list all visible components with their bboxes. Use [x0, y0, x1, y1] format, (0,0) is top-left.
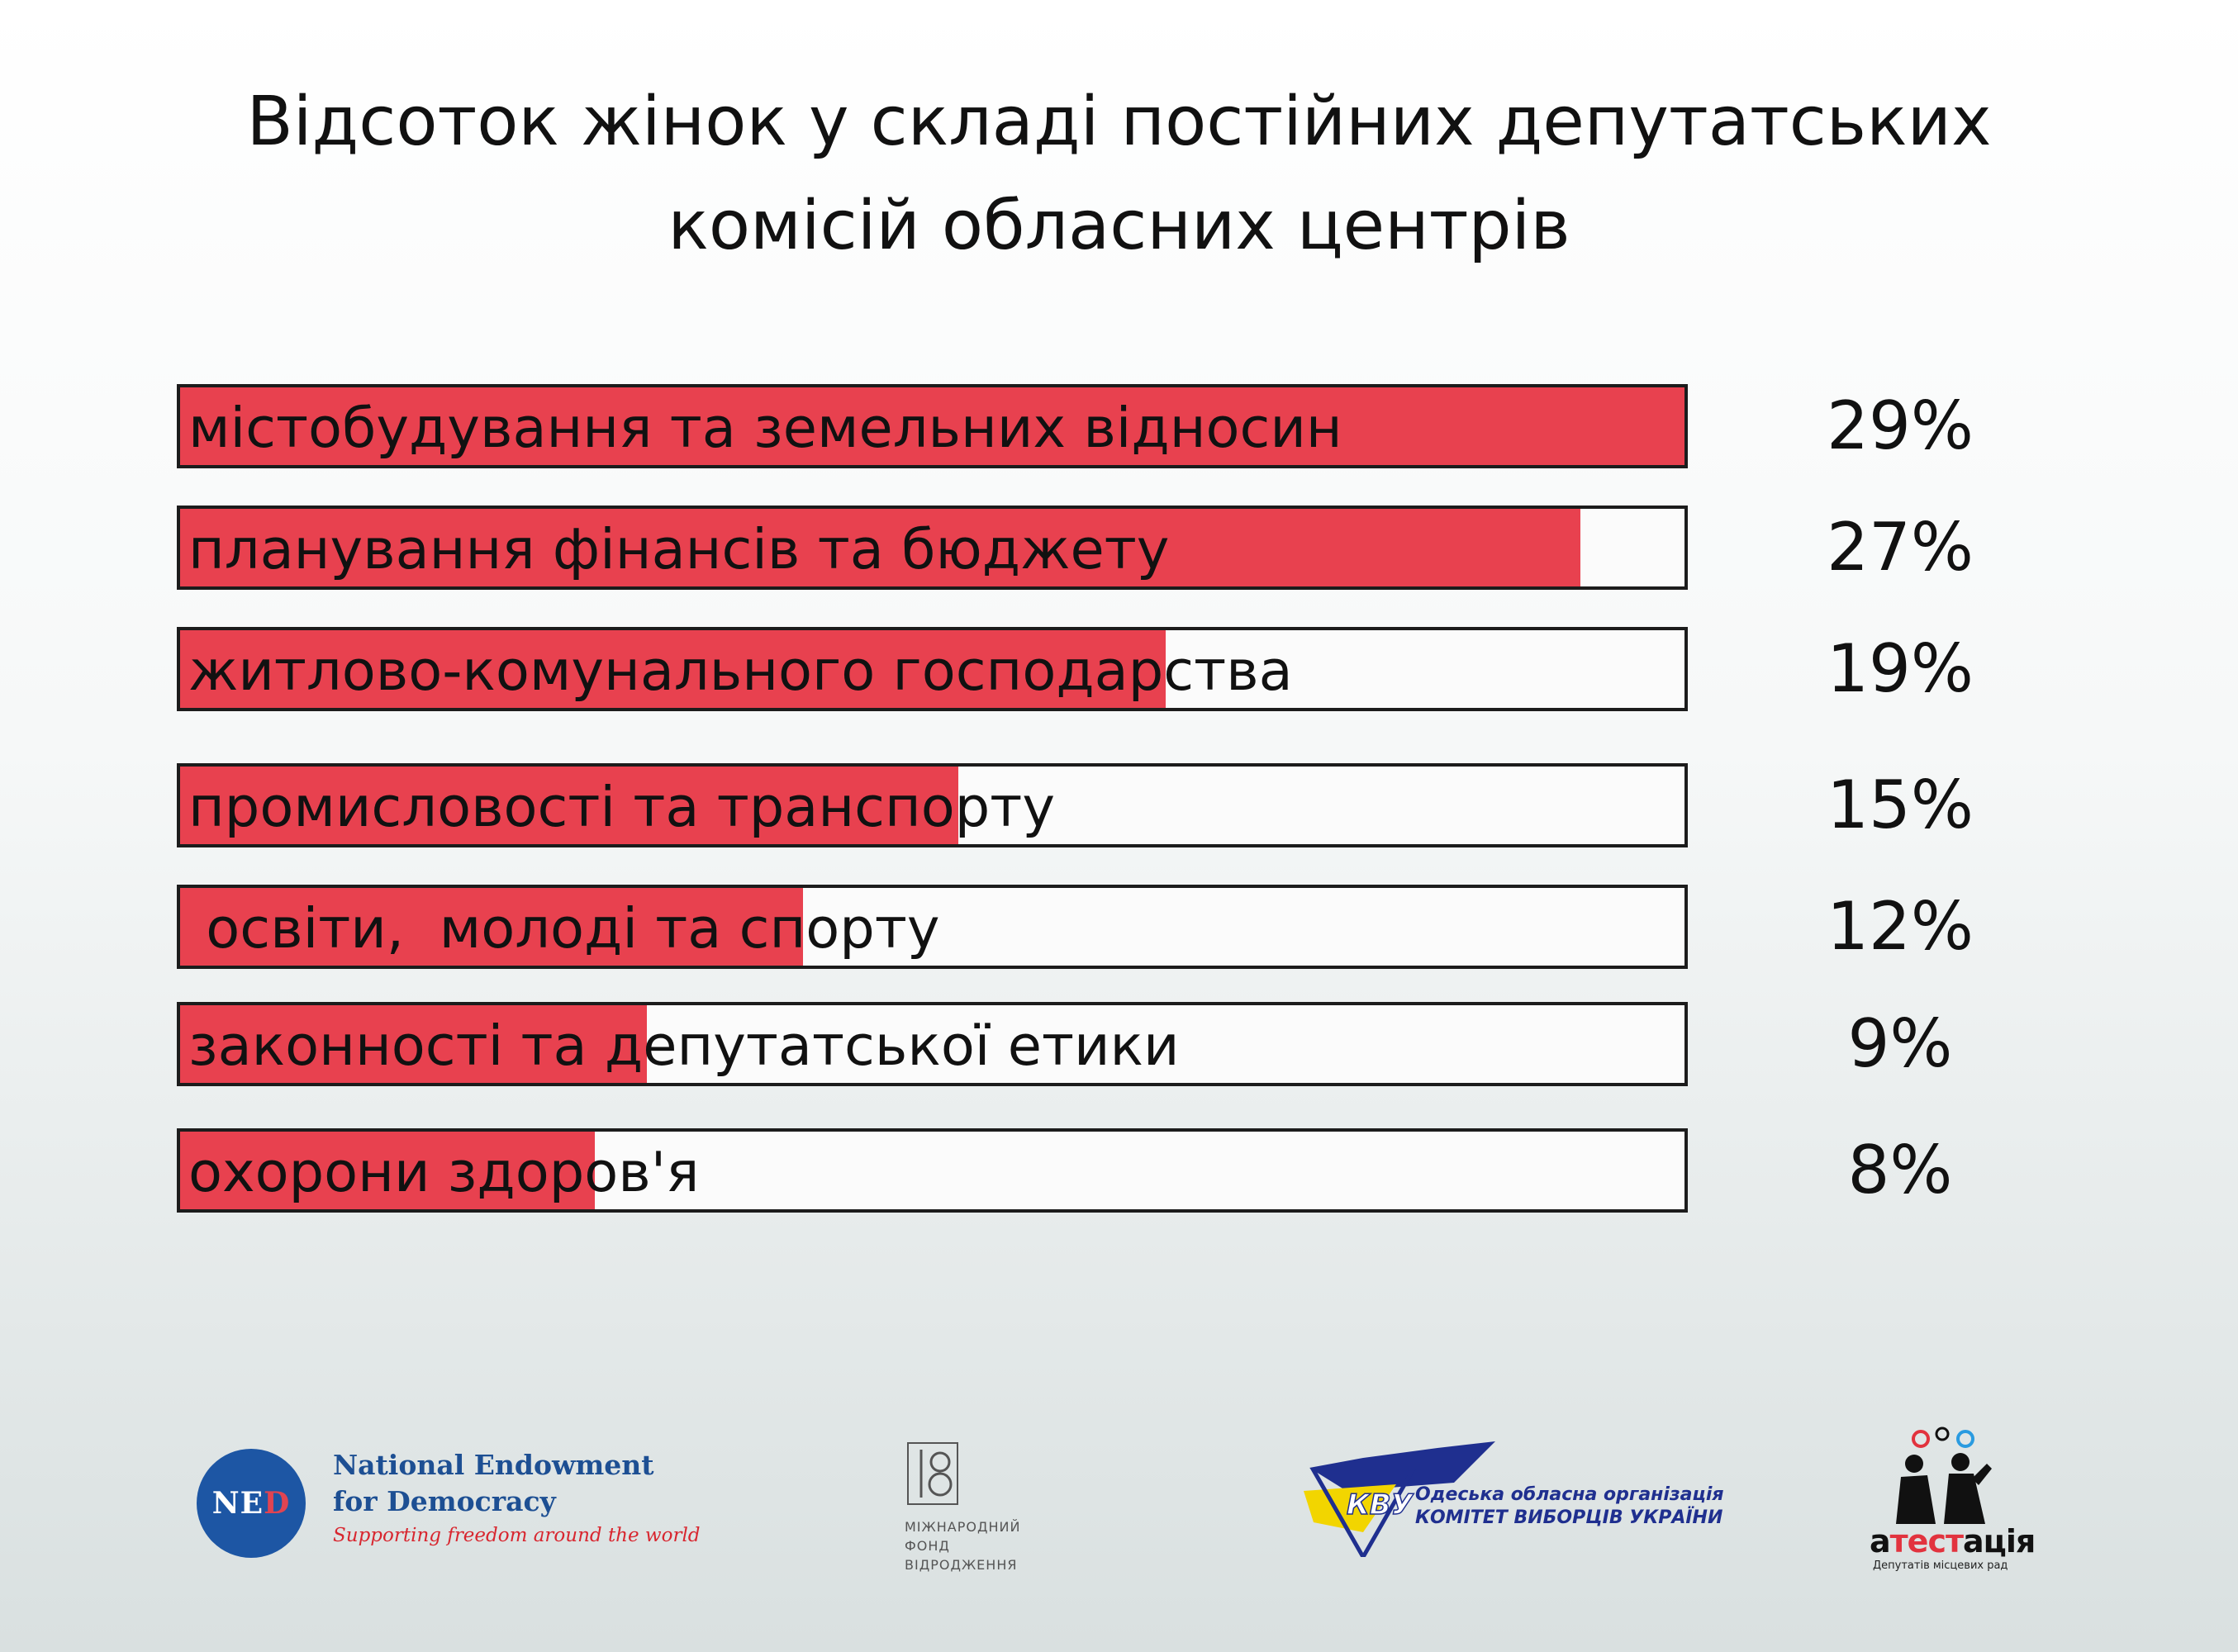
bar-track: законності та депутатської етики [177, 1002, 1688, 1086]
bar-track: освіти, молоді та спорту [177, 885, 1688, 969]
attestation-figures-icon [1896, 1427, 1992, 1524]
bar-track: планування фінансів та бюджету [177, 506, 1688, 590]
bar-row: охорони здоров'я [177, 1128, 1688, 1213]
attestation-name: атестація [1870, 1523, 2036, 1559]
ned-abbr-accent: D [264, 1486, 291, 1521]
bar-value-label: 9% [1847, 1005, 1953, 1082]
irf-mark-icon [907, 1442, 958, 1505]
cvu-line-2: КОМІТЕТ ВИБОРЦІВ УКРАЇНИ [1415, 1507, 1723, 1528]
bar-value-label: 27% [1827, 509, 1974, 586]
bar-row: промисловості та транспорту [177, 763, 1688, 847]
ned-name: National Endowment for Democracy [333, 1447, 654, 1520]
chart-title-line-1: Відсоток жінок у складі постійних депута… [246, 83, 1992, 161]
bar-value-label: 29% [1827, 387, 1974, 464]
bar-track: охорони здоров'я [177, 1128, 1688, 1213]
irf-text: МІЖНАРОДНИЙ ФОНД ВІДРОДЖЕННЯ [905, 1517, 1020, 1574]
bar-category-label: освіти, молоді та спорту [188, 896, 940, 961]
bar-category-label: законності та депутатської етики [188, 1014, 1180, 1078]
bar [180, 509, 1580, 586]
bar-row: законності та депутатської етики [177, 1002, 1688, 1086]
bar-row: освіти, молоді та спорту [177, 885, 1688, 969]
ned-tagline: Supporting freedom around the world [333, 1525, 701, 1546]
ned-name-line-2: for Democracy [333, 1485, 556, 1517]
ned-emblem: NED [197, 1449, 306, 1558]
ned-name-line-1: National Endowment [333, 1449, 654, 1481]
bar-value-label: 15% [1827, 767, 1974, 843]
bar [180, 767, 958, 844]
bar-value-label: 12% [1827, 888, 1974, 965]
irf-text-line-1: МІЖНАРОДНИЙ [905, 1519, 1021, 1535]
ned-logo: NED National Endowment for Democracy Sup… [197, 1446, 701, 1561]
bar [180, 1132, 595, 1209]
bar-category-label: містобудування та земельних відносин [188, 396, 1342, 460]
ned-abbr-main: NE [211, 1486, 264, 1521]
cvu-emblem-text: КВУ [1347, 1488, 1414, 1521]
chart-title-line-2: комісій обласних центрів [668, 187, 1570, 265]
cvu-line-1: Одеська обласна організація [1415, 1484, 1724, 1505]
bar-row: планування фінансів та бюджету [177, 506, 1688, 590]
attestation-subtitle: Депутатів місцевих рад [1873, 1559, 2008, 1572]
bar-row: житлово-комунального господарства [177, 627, 1688, 711]
bar-category-label: планування фінансів та бюджету [188, 517, 1170, 582]
bar [180, 888, 803, 966]
bar [180, 630, 1166, 708]
bar-chart: містобудування та земельних відносин 29% п… [177, 384, 1974, 1213]
bar-track: містобудування та земельних відносин [177, 384, 1688, 468]
bar-category-label: промисловості та транспорту [188, 775, 1055, 839]
bar-track: житлово-комунального господарства [177, 627, 1688, 711]
bar-value-label: 8% [1847, 1132, 1953, 1208]
attestation-logo: атестація Депутатів місцевих рад [1863, 1421, 2036, 1572]
bar-row: містобудування та земельних відносин [177, 384, 1688, 468]
cvu-emblem-icon: КВУ [1304, 1441, 1495, 1557]
bar [180, 387, 1684, 465]
irf-text-line-3: ВІДРОДЖЕННЯ [905, 1557, 1018, 1573]
irf-logo: МІЖНАРОДНИЙ ФОНД ВІДРОДЖЕННЯ [905, 1441, 1053, 1582]
attestation-name-post: ація [1963, 1523, 2036, 1559]
bar-category-label: охорони здоров'я [188, 1140, 700, 1204]
irf-text-line-2: ФОНД [905, 1538, 950, 1554]
bar-track: промисловості та транспорту [177, 763, 1688, 847]
bar-category-label: житлово-комунального господарства [188, 638, 1293, 703]
bar [180, 1005, 647, 1083]
chart-title: Відсоток жінок у складі постійних депута… [0, 70, 2238, 278]
cvu-logo: КВУ Одеська обласна організація КОМІТЕТ … [1297, 1425, 1724, 1557]
attestation-name-accent: тест [1889, 1523, 1964, 1559]
bar-value-label: 19% [1827, 630, 1974, 707]
attestation-name-pre: а [1870, 1523, 1891, 1559]
